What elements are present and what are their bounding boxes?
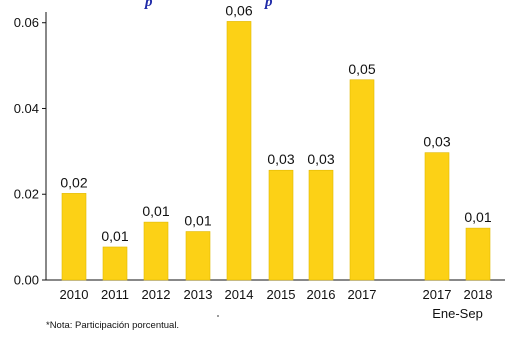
y-tick-label: 0.06 [14, 15, 39, 30]
data-label: 0,01 [142, 203, 169, 219]
bar [465, 227, 491, 281]
bar [268, 169, 294, 281]
bar [308, 169, 334, 281]
data-label: 0,01 [101, 228, 128, 244]
stray-dot [217, 315, 219, 317]
chart-title-fragment: p p [143, 0, 273, 10]
x-tick-label: 2012 [142, 287, 171, 302]
y-tick-label: 0.04 [14, 101, 39, 116]
x-tick-label: 2013 [184, 287, 213, 302]
bars [61, 21, 491, 281]
x-tick-label: 2014 [225, 287, 254, 302]
group-label-ene-sep: Ene-Sep [432, 306, 483, 321]
bar [424, 152, 450, 281]
x-tick-label: 2011 [101, 287, 129, 302]
data-label: 0,02 [60, 174, 87, 190]
x-tick-label: 2010 [60, 287, 89, 302]
data-label: 0,05 [348, 61, 375, 77]
x-tick-label: 2016 [307, 287, 336, 302]
data-label: 0,03 [423, 134, 450, 150]
data-label: 0,01 [184, 213, 211, 229]
data-label: 0,06 [225, 2, 252, 18]
y-tick-label: 0.00 [14, 273, 39, 288]
bar [102, 246, 128, 281]
x-tick-label: 2018 [464, 287, 493, 302]
bar [349, 79, 375, 281]
bar [61, 193, 87, 281]
x-tick-label: 2015 [267, 287, 296, 302]
x-tick-label: 2017 [348, 287, 377, 302]
data-label: 0,03 [267, 151, 294, 167]
bar [143, 221, 169, 281]
footnote: *Nota: Participación porcentual. [46, 320, 179, 331]
data-label: 0,01 [464, 209, 491, 225]
x-tick-label: 2017 [423, 287, 452, 302]
bar [185, 231, 211, 281]
data-label: 0,03 [307, 151, 334, 167]
bar [226, 21, 252, 281]
x-tick-labels: 2010 2011 2012 2013 2014 2015 2016 2017 2017 2018 [60, 287, 493, 302]
y-tick-label: 0.02 [14, 187, 39, 202]
data-labels: 0,02 0,01 0,01 0,01 0,06 0,03 0,03 0,05 0,03 0,01 [60, 2, 491, 244]
